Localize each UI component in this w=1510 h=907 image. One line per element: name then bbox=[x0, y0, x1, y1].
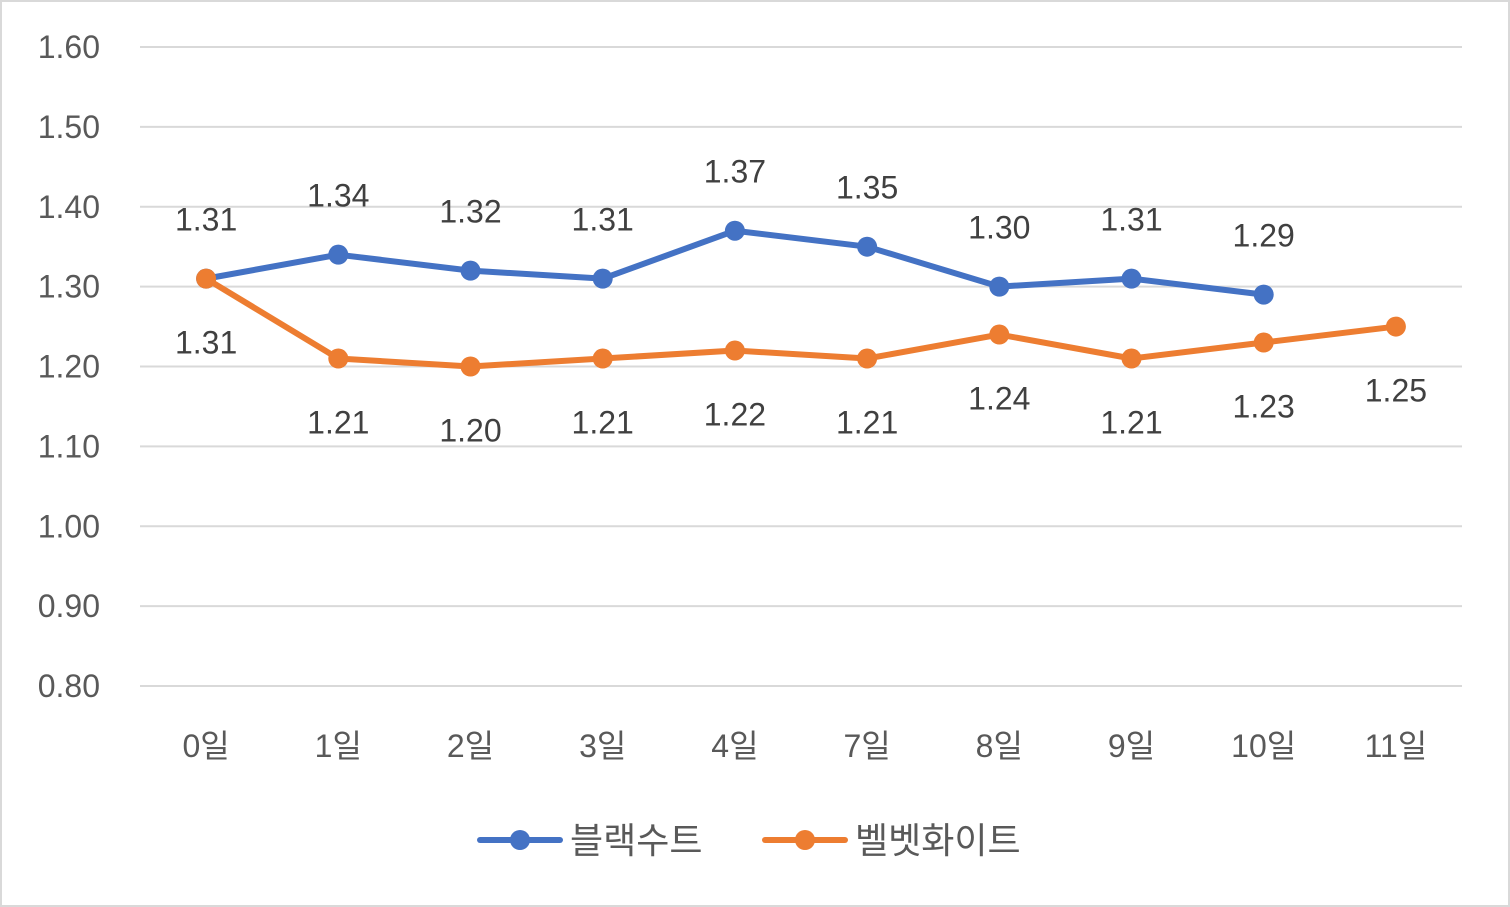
data-point bbox=[328, 348, 349, 369]
x-tick-label: 1일 bbox=[315, 728, 362, 764]
x-tick-label: 0일 bbox=[182, 728, 229, 764]
data-label: 1.31 bbox=[1100, 202, 1162, 238]
data-point bbox=[460, 260, 481, 281]
data-point bbox=[196, 268, 217, 289]
x-axis-ticks: 0일 1일 2일 3일 4일 7일 8일 9일 10일 11일 bbox=[182, 728, 1427, 764]
data-point bbox=[857, 348, 878, 369]
gridlines bbox=[140, 46, 1462, 687]
y-tick-label: 0.80 bbox=[38, 668, 100, 704]
x-tick-label: 2일 bbox=[447, 728, 494, 764]
y-tick-label: 1.30 bbox=[38, 269, 100, 305]
data-point bbox=[328, 244, 349, 265]
x-tick-label: 3일 bbox=[579, 728, 626, 764]
y-tick-label: 1.10 bbox=[38, 428, 100, 464]
legend-label: 블랙수트 bbox=[570, 821, 702, 862]
data-point bbox=[724, 220, 745, 241]
legend-swatch-marker bbox=[795, 830, 815, 850]
y-tick-label: 1.20 bbox=[38, 349, 100, 385]
data-label: 1.23 bbox=[1233, 389, 1295, 425]
data-point bbox=[592, 268, 613, 289]
data-label: 1.37 bbox=[704, 154, 766, 190]
x-tick-label: 4일 bbox=[711, 728, 758, 764]
data-label: 1.21 bbox=[1100, 405, 1162, 441]
x-tick-label: 9일 bbox=[1108, 728, 1155, 764]
data-label: 1.21 bbox=[572, 405, 634, 441]
data-label: 1.34 bbox=[307, 178, 369, 214]
data-label: 1.25 bbox=[1365, 373, 1427, 409]
data-label: 1.20 bbox=[439, 413, 501, 449]
series-layer bbox=[196, 220, 1406, 377]
y-tick-label: 1.60 bbox=[38, 29, 100, 65]
data-label: 1.31 bbox=[175, 202, 237, 238]
data-label: 1.22 bbox=[704, 397, 766, 433]
data-point bbox=[1253, 332, 1274, 353]
data-point bbox=[724, 340, 745, 361]
data-label: 1.35 bbox=[836, 170, 898, 206]
y-tick-label: 1.40 bbox=[38, 189, 100, 225]
x-tick-label: 10일 bbox=[1231, 728, 1296, 764]
data-label: 1.29 bbox=[1233, 218, 1295, 254]
legend: 블랙수트 벨벳화이트 bbox=[477, 821, 1021, 862]
data-labels-layer: 1.31 1.34 1.32 1.31 1.37 1.35 1.30 1.31 1.29 1.31… bbox=[175, 154, 1427, 449]
data-point bbox=[989, 276, 1010, 297]
legend-label: 벨벳화이트 bbox=[855, 821, 1021, 862]
y-tick-label: 0.90 bbox=[38, 588, 100, 624]
data-label: 1.31 bbox=[572, 202, 634, 238]
data-point bbox=[1121, 268, 1142, 289]
y-tick-label: 1.50 bbox=[38, 109, 100, 145]
data-label: 1.21 bbox=[836, 405, 898, 441]
data-point bbox=[1121, 348, 1142, 369]
data-point bbox=[1385, 316, 1406, 337]
data-label: 1.32 bbox=[439, 194, 501, 230]
x-tick-label: 7일 bbox=[843, 728, 890, 764]
series-line-1 bbox=[203, 275, 1399, 370]
data-point bbox=[1253, 284, 1274, 305]
data-label: 1.24 bbox=[968, 381, 1030, 417]
y-axis-ticks: 0.80 0.90 1.00 1.10 1.20 1.30 1.40 1.50 1.60 bbox=[38, 29, 100, 704]
legend-swatch-marker bbox=[510, 830, 530, 850]
y-tick-label: 1.00 bbox=[38, 508, 100, 544]
data-point bbox=[989, 324, 1010, 345]
data-label: 1.21 bbox=[307, 405, 369, 441]
x-tick-label: 8일 bbox=[976, 728, 1023, 764]
data-point bbox=[857, 236, 878, 257]
data-point bbox=[592, 348, 613, 369]
data-label: 1.30 bbox=[968, 210, 1030, 246]
data-label: 1.31 bbox=[175, 325, 237, 361]
data-point bbox=[460, 356, 481, 377]
x-tick-label: 11일 bbox=[1365, 728, 1428, 764]
